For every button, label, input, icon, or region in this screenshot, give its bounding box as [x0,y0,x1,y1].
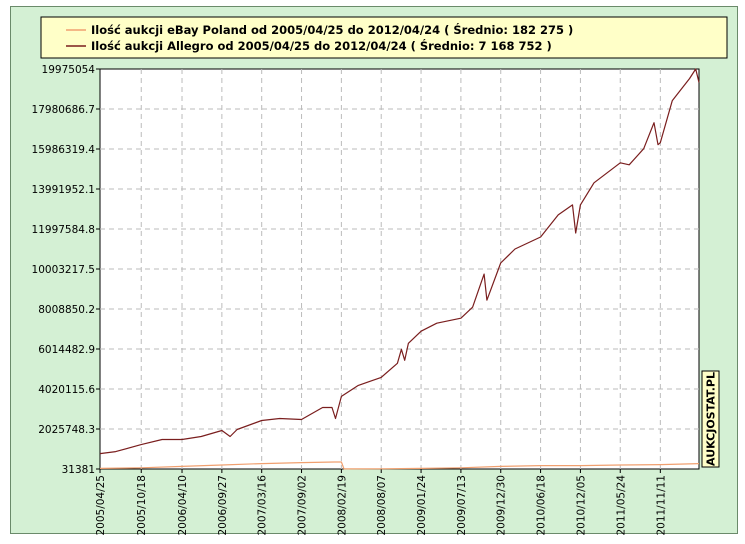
y-tick-label: 2025748.3 [38,424,95,436]
x-tick-label: 2008/08/07 [376,475,388,535]
x-tick-label: 2005/04/25 [95,475,107,535]
y-tick-label: 4020115.6 [38,384,95,396]
watermark-text: AUKCJOSTAT.PL [705,372,718,466]
x-tick-label: 2006/04/10 [177,475,189,535]
x-tick-label: 2010/12/05 [575,475,587,535]
x-tick-label: 2008/02/19 [336,475,348,535]
legend-box [40,16,728,59]
y-tick-label: 11997584.8 [32,224,95,236]
legend-item-ebay: Ilość aukcji eBay Poland od 2005/04/25 d… [66,22,573,37]
x-tick-label: 2007/03/16 [257,475,269,535]
x-axis: 2005/04/25 2005/10/18 2006/04/10 2006/09/27… [95,469,667,535]
legend-label-ebay: Ilość aukcji eBay Poland od 2005/04/25 d… [91,22,573,37]
series-line-ebay [99,461,700,470]
legend-label-allegro: Ilość aukcji Allegro od 2005/04/25 do 20… [91,38,552,53]
x-tick-label: 2011/05/24 [615,475,627,535]
y-tick-label: 31381 [62,464,95,476]
y-tick-label: 17980686.7 [32,104,95,116]
y-tick-label: 10003217.5 [32,264,95,276]
series-group [99,68,700,470]
y-tick-label: 8008850.2 [38,304,95,316]
x-tick-label: 2007/09/02 [297,475,309,535]
y-axis: 19975054 17980686.7 15986319.4 13991952.1 11… [32,64,100,476]
y-tick-label: 19975054 [42,64,96,76]
grid [100,69,699,469]
y-tick-label: 15986319.4 [32,144,96,156]
x-tick-label: 2009/07/13 [456,475,468,535]
y-tick-label: 13991952.1 [32,184,95,196]
x-tick-label: 2009/12/30 [496,475,508,535]
watermark-box [701,370,720,468]
series-line-allegro [99,68,700,455]
x-tick-label: 2005/10/18 [136,475,148,535]
chart-frame: Ilość aukcji eBay Poland od 2005/04/25 d… [10,6,738,535]
chart: Ilość aukcji eBay Poland od 2005/04/25 d… [32,16,728,535]
y-tick-label: 6014482.9 [38,344,95,356]
legend-item-allegro: Ilość aukcji Allegro od 2005/04/25 do 20… [66,38,552,53]
x-tick-label: 2006/09/27 [217,475,229,535]
x-tick-label: 2011/11/11 [655,475,667,535]
x-tick-label: 2009/01/24 [416,475,428,535]
x-tick-label: 2010/06/18 [536,475,548,535]
